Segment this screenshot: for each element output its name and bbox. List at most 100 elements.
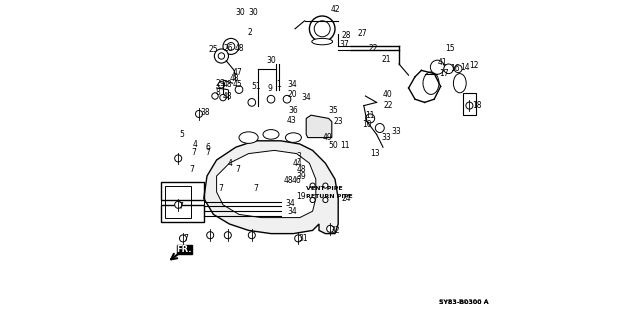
Text: 16: 16 xyxy=(450,64,460,73)
Circle shape xyxy=(267,95,275,103)
Circle shape xyxy=(466,102,473,109)
Text: 37: 37 xyxy=(340,40,350,49)
Circle shape xyxy=(220,94,226,101)
Circle shape xyxy=(444,64,454,74)
Circle shape xyxy=(218,82,225,88)
Text: 13: 13 xyxy=(370,149,380,158)
Circle shape xyxy=(327,225,334,232)
Text: 3: 3 xyxy=(297,152,302,161)
Ellipse shape xyxy=(285,133,301,142)
Text: 23: 23 xyxy=(334,117,343,126)
Text: RETURN PIPE: RETURN PIPE xyxy=(306,194,353,199)
Text: 30: 30 xyxy=(236,8,246,17)
Text: 34: 34 xyxy=(287,80,297,89)
Circle shape xyxy=(175,201,182,208)
Text: 6: 6 xyxy=(205,143,211,152)
Text: 31: 31 xyxy=(298,234,308,243)
Text: 48: 48 xyxy=(234,44,244,52)
Text: 7: 7 xyxy=(189,165,195,174)
Text: 39: 39 xyxy=(297,172,306,180)
Text: SY83-B0300 A: SY83-B0300 A xyxy=(439,300,489,305)
Bar xyxy=(463,93,476,115)
Ellipse shape xyxy=(454,74,466,93)
Circle shape xyxy=(248,232,255,239)
Text: 8: 8 xyxy=(215,88,219,97)
Text: 36: 36 xyxy=(288,106,299,115)
Text: 7: 7 xyxy=(205,148,211,156)
Circle shape xyxy=(227,43,235,50)
Text: 9: 9 xyxy=(268,84,272,92)
Text: 48: 48 xyxy=(297,165,306,174)
Text: 2: 2 xyxy=(247,28,252,36)
Circle shape xyxy=(207,232,214,239)
Circle shape xyxy=(175,155,182,162)
Text: 20: 20 xyxy=(287,90,297,99)
Text: 33: 33 xyxy=(382,133,391,142)
Ellipse shape xyxy=(423,72,439,94)
Circle shape xyxy=(323,197,328,203)
Text: 41: 41 xyxy=(438,58,447,67)
Circle shape xyxy=(295,235,302,242)
Circle shape xyxy=(431,60,445,74)
Text: 19: 19 xyxy=(297,192,306,201)
Circle shape xyxy=(225,232,232,239)
Circle shape xyxy=(223,38,239,54)
Text: 48: 48 xyxy=(223,80,233,89)
Circle shape xyxy=(314,21,330,37)
Circle shape xyxy=(212,93,218,99)
Text: 47: 47 xyxy=(233,68,242,76)
Text: 40: 40 xyxy=(383,90,393,99)
Text: 5: 5 xyxy=(180,130,184,139)
Circle shape xyxy=(366,114,375,123)
Text: 4: 4 xyxy=(228,159,233,168)
Text: 35: 35 xyxy=(329,106,338,115)
Text: 34: 34 xyxy=(301,93,311,102)
Text: 45: 45 xyxy=(233,80,242,89)
Text: 15: 15 xyxy=(445,44,455,52)
Text: 34: 34 xyxy=(285,199,295,208)
Text: 48: 48 xyxy=(230,74,239,83)
Text: SY83-B0300 A: SY83-B0300 A xyxy=(439,300,489,305)
Text: VENT PIPE: VENT PIPE xyxy=(306,186,343,191)
Circle shape xyxy=(310,183,315,188)
Text: 7: 7 xyxy=(191,148,196,156)
Text: 44: 44 xyxy=(293,159,302,168)
Text: 24: 24 xyxy=(341,194,351,203)
Text: 18: 18 xyxy=(473,101,482,110)
Text: 27: 27 xyxy=(357,29,367,38)
Text: 22: 22 xyxy=(383,101,392,110)
Circle shape xyxy=(454,65,462,73)
Text: 14: 14 xyxy=(460,63,470,72)
Text: 32: 32 xyxy=(330,226,340,235)
Text: 38: 38 xyxy=(200,108,211,116)
Text: 30: 30 xyxy=(266,56,276,65)
Bar xyxy=(161,205,204,222)
Text: 1: 1 xyxy=(276,80,281,89)
Text: 34: 34 xyxy=(287,207,297,216)
Circle shape xyxy=(235,86,243,93)
Circle shape xyxy=(309,16,335,42)
Text: 49: 49 xyxy=(322,133,332,142)
Ellipse shape xyxy=(312,38,332,45)
Circle shape xyxy=(218,53,225,59)
Ellipse shape xyxy=(263,130,279,139)
Text: 51: 51 xyxy=(252,82,262,91)
Text: 42: 42 xyxy=(330,5,340,14)
Circle shape xyxy=(179,235,186,242)
Text: 30: 30 xyxy=(249,8,258,17)
Circle shape xyxy=(195,110,202,117)
Circle shape xyxy=(310,197,315,203)
Ellipse shape xyxy=(239,132,258,143)
Bar xyxy=(165,186,191,218)
Text: 50: 50 xyxy=(329,141,338,150)
Polygon shape xyxy=(306,115,332,138)
Circle shape xyxy=(323,183,328,188)
Circle shape xyxy=(248,99,256,106)
Text: 11: 11 xyxy=(340,141,349,150)
Text: 46: 46 xyxy=(292,176,302,185)
Text: 28: 28 xyxy=(341,31,351,40)
Text: 25: 25 xyxy=(209,45,218,54)
Text: 48: 48 xyxy=(223,92,233,100)
Circle shape xyxy=(214,49,228,63)
Text: 29: 29 xyxy=(215,79,225,88)
